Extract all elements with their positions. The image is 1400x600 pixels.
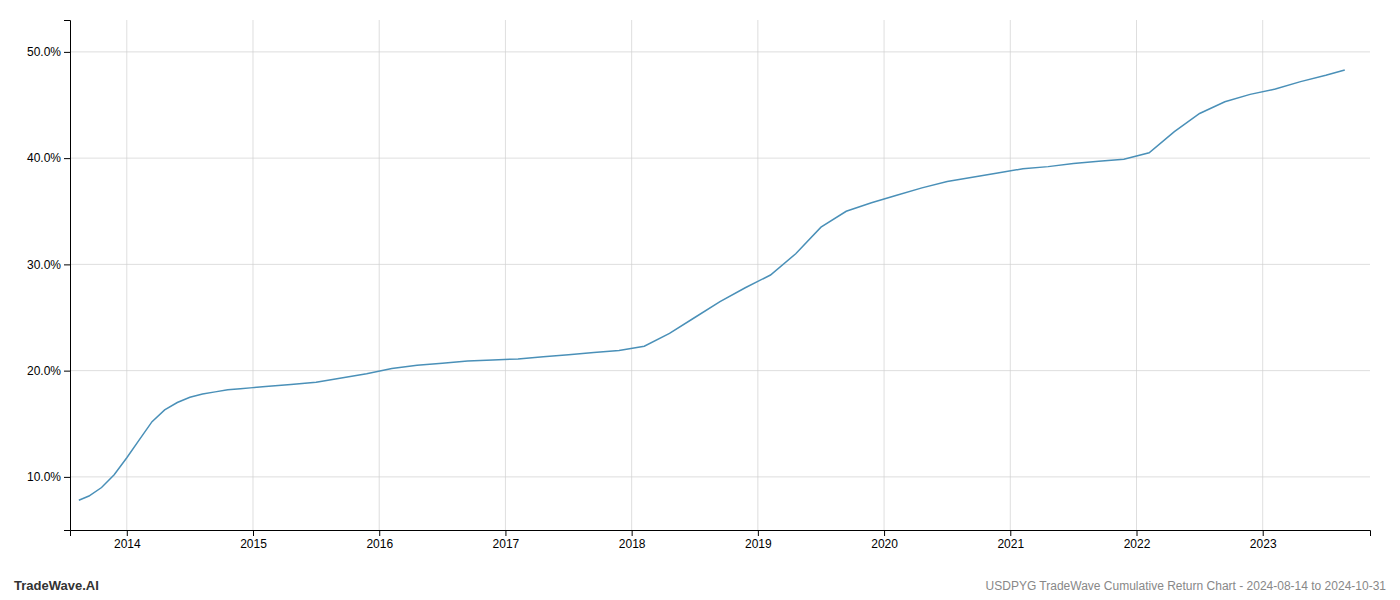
tick: 2014	[114, 530, 141, 551]
tick-mark	[1010, 530, 1011, 536]
tick-mark	[1263, 530, 1264, 536]
tick-mark	[64, 371, 70, 372]
tick: 2016	[366, 530, 393, 551]
y-axis: 10.0% 20.0% 30.0% 40.0% 50.0%	[27, 21, 71, 531]
tick-mark	[884, 530, 885, 536]
tick: 40.0%	[27, 151, 70, 165]
tick-label: 20.0%	[27, 364, 61, 378]
tick: 20.0%	[27, 364, 70, 378]
axis-line	[64, 21, 71, 531]
tick-mark	[127, 530, 128, 536]
tick-label: 2014	[114, 537, 141, 551]
grid-line	[884, 20, 885, 530]
grid-line	[1010, 20, 1011, 530]
tick: 2020	[871, 530, 898, 551]
tick-mark	[253, 530, 254, 536]
x-axis: 2014 2015 2016 2017 2018 2019 2020 2021 2022 2023	[71, 530, 1371, 551]
tick-label: 40.0%	[27, 151, 61, 165]
grid-line	[70, 264, 1370, 265]
grid-line	[379, 20, 380, 530]
tick-label: 2018	[619, 537, 646, 551]
axis-line	[71, 531, 1371, 537]
tick: 50.0%	[27, 45, 70, 59]
tick-label: 2020	[871, 537, 898, 551]
tick-label: 2015	[240, 537, 267, 551]
tick-mark	[1137, 530, 1138, 536]
tick: 30.0%	[27, 258, 70, 272]
grid	[70, 20, 1370, 530]
grid-line	[757, 20, 758, 530]
grid-line	[70, 158, 1370, 159]
tick-mark	[632, 530, 633, 536]
tick-mark	[505, 530, 506, 536]
tick: 2018	[619, 530, 646, 551]
tick-label: 2023	[1250, 537, 1277, 551]
tick-mark	[379, 530, 380, 536]
tick-label: 2017	[493, 537, 520, 551]
tick: 2017	[493, 530, 520, 551]
grid-line	[70, 370, 1370, 371]
watermark: TradeWave.AI	[14, 578, 99, 593]
grid-line	[505, 20, 506, 530]
tick-label: 50.0%	[27, 45, 61, 59]
title: USDPYG TradeWave Cumulative Return Chart…	[986, 579, 1387, 593]
tick-mark	[64, 52, 70, 53]
tick: 10.0%	[27, 470, 70, 484]
tick-mark	[64, 264, 70, 265]
grid-line	[126, 20, 127, 530]
tick-label: 2016	[366, 537, 393, 551]
tick-mark	[64, 158, 70, 159]
grid-line	[253, 20, 254, 530]
tick: 2015	[240, 530, 267, 551]
grid-line	[70, 476, 1370, 477]
tick-label: 10.0%	[27, 470, 61, 484]
line	[79, 70, 1345, 500]
grid-line	[1136, 20, 1137, 530]
tick: 2021	[997, 530, 1024, 551]
tick: 2022	[1124, 530, 1151, 551]
tick: 2023	[1250, 530, 1277, 551]
tick-label: 30.0%	[27, 258, 61, 272]
tick-label: 2022	[1124, 537, 1151, 551]
chart: 2014 2015 2016 2017 2018 2019 2020 2021 2022 2023…	[0, 0, 1400, 600]
tick-mark	[64, 477, 70, 478]
grid-line	[1262, 20, 1263, 530]
plot-area	[79, 70, 1345, 500]
tick-label: 2019	[745, 537, 772, 551]
tick: 2019	[745, 530, 772, 551]
grid-line	[70, 51, 1370, 52]
tick-label: 2021	[997, 537, 1024, 551]
tick-mark	[758, 530, 759, 536]
grid-line	[631, 20, 632, 530]
